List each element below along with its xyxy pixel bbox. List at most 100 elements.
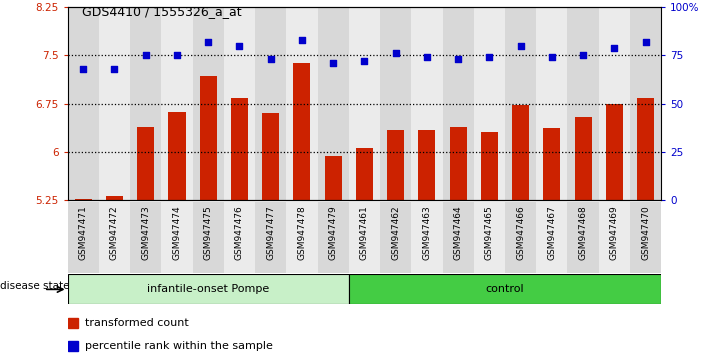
Bar: [294, 63, 311, 200]
Bar: [512, 105, 529, 200]
Bar: [130, 7, 161, 200]
Point: [609, 45, 620, 50]
Text: GSM947474: GSM947474: [172, 205, 181, 260]
Bar: [287, 202, 318, 273]
Point: [515, 43, 526, 48]
Bar: [567, 202, 599, 273]
Bar: [231, 98, 248, 200]
Bar: [574, 117, 592, 200]
Text: GSM947468: GSM947468: [579, 205, 587, 260]
Point: [546, 55, 557, 60]
Bar: [255, 202, 287, 273]
Bar: [99, 202, 130, 273]
Text: GSM947479: GSM947479: [328, 205, 338, 260]
Bar: [161, 202, 193, 273]
Bar: [411, 7, 442, 200]
Text: GSM947477: GSM947477: [266, 205, 275, 260]
Bar: [442, 7, 474, 200]
Bar: [68, 202, 99, 273]
Point: [483, 55, 495, 60]
Point: [109, 66, 120, 72]
Point: [577, 52, 589, 58]
Bar: [481, 132, 498, 200]
Bar: [349, 274, 661, 304]
Text: GSM947478: GSM947478: [297, 205, 306, 260]
Text: GSM947465: GSM947465: [485, 205, 494, 260]
Point: [77, 66, 89, 72]
Bar: [287, 7, 318, 200]
Bar: [130, 202, 161, 273]
Bar: [567, 7, 599, 200]
Point: [452, 56, 464, 62]
Bar: [536, 202, 567, 273]
Bar: [630, 202, 661, 273]
Bar: [380, 202, 411, 273]
Bar: [255, 7, 287, 200]
Bar: [449, 127, 466, 200]
Bar: [543, 128, 560, 200]
Text: GSM947463: GSM947463: [422, 205, 432, 260]
Text: disease state: disease state: [0, 281, 70, 291]
Bar: [68, 7, 99, 200]
Bar: [536, 7, 567, 200]
Bar: [193, 202, 224, 273]
Bar: [99, 7, 130, 200]
Bar: [637, 98, 654, 200]
Text: GSM947469: GSM947469: [610, 205, 619, 260]
Point: [140, 52, 151, 58]
Text: GSM947464: GSM947464: [454, 205, 463, 260]
Point: [328, 60, 339, 66]
Point: [296, 37, 308, 43]
Text: GSM947473: GSM947473: [141, 205, 150, 260]
Bar: [505, 202, 536, 273]
Bar: [200, 76, 217, 200]
Bar: [474, 7, 505, 200]
Bar: [193, 7, 224, 200]
Text: GSM947466: GSM947466: [516, 205, 525, 260]
Text: infantile-onset Pompe: infantile-onset Pompe: [147, 284, 269, 295]
Point: [234, 43, 245, 48]
Bar: [442, 202, 474, 273]
Bar: [318, 202, 349, 273]
Text: GSM947461: GSM947461: [360, 205, 369, 260]
Bar: [599, 202, 630, 273]
Text: GSM947475: GSM947475: [203, 205, 213, 260]
Bar: [606, 103, 623, 200]
Point: [421, 55, 432, 60]
Bar: [380, 7, 411, 200]
Bar: [324, 156, 342, 200]
Bar: [387, 130, 405, 200]
Text: GSM947467: GSM947467: [547, 205, 557, 260]
Point: [640, 39, 651, 45]
Bar: [505, 7, 536, 200]
Bar: [599, 7, 630, 200]
Bar: [137, 127, 154, 200]
Bar: [349, 202, 380, 273]
Text: transformed count: transformed count: [85, 318, 189, 328]
Bar: [474, 202, 505, 273]
Point: [203, 39, 214, 45]
Text: GSM947470: GSM947470: [641, 205, 650, 260]
Text: percentile rank within the sample: percentile rank within the sample: [85, 341, 273, 351]
Bar: [106, 196, 123, 200]
Text: GSM947471: GSM947471: [79, 205, 87, 260]
Point: [171, 52, 183, 58]
Text: GDS4410 / 1555326_a_at: GDS4410 / 1555326_a_at: [82, 5, 242, 18]
Bar: [161, 7, 193, 200]
Bar: [262, 113, 279, 200]
Bar: [75, 199, 92, 200]
Bar: [224, 202, 255, 273]
Bar: [349, 7, 380, 200]
Bar: [356, 148, 373, 200]
Text: GSM947462: GSM947462: [391, 205, 400, 260]
Point: [390, 51, 401, 56]
Bar: [169, 112, 186, 200]
Bar: [224, 7, 255, 200]
Bar: [318, 7, 349, 200]
Text: control: control: [486, 284, 524, 295]
Bar: [68, 274, 349, 304]
Text: GSM947472: GSM947472: [110, 205, 119, 260]
Bar: [418, 130, 435, 200]
Point: [265, 56, 277, 62]
Bar: [411, 202, 442, 273]
